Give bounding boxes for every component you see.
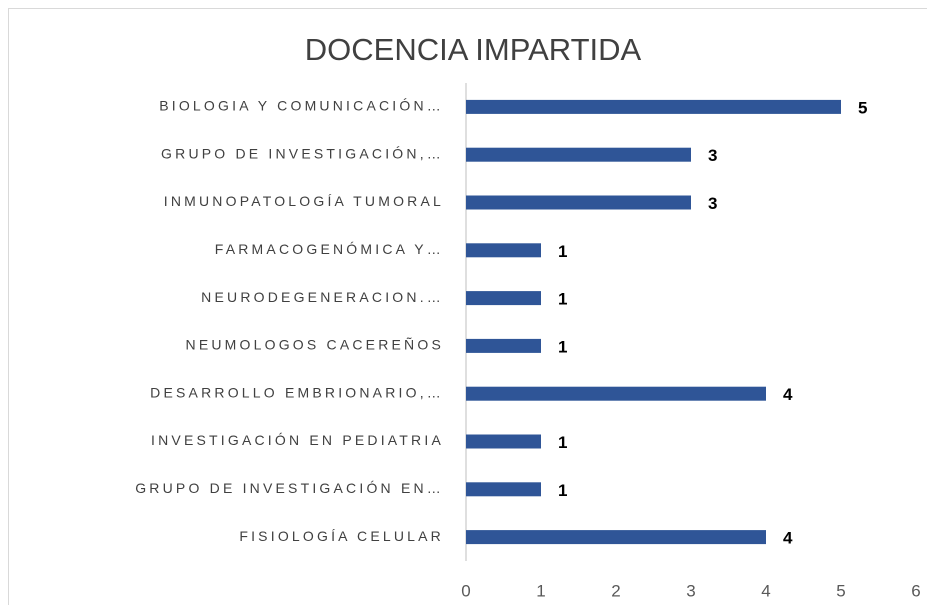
data-label: 1 xyxy=(558,433,567,452)
data-label: 4 xyxy=(783,529,793,548)
bar xyxy=(466,147,691,162)
x-tick-label: 0 xyxy=(461,581,470,600)
bar xyxy=(466,530,766,545)
data-label: 1 xyxy=(558,242,567,261)
y-tick-label: INMUNOPATOLOGÍA TUMORAL xyxy=(164,193,444,209)
data-label: 1 xyxy=(558,290,567,309)
bar xyxy=(466,291,541,306)
y-tick-label: NEUMOLOGOS CACEREÑOS xyxy=(186,337,444,353)
x-tick-label: 1 xyxy=(536,581,545,600)
y-tick-label: BIOLOGIA Y COMUNICACIÓN… xyxy=(159,98,444,114)
x-tick-label: 5 xyxy=(836,581,845,600)
bar xyxy=(466,482,541,497)
y-tick-label: GRUPO DE INVESTIGACIÓN,… xyxy=(161,145,444,161)
data-label: 5 xyxy=(858,98,867,117)
y-tick-label: FARMACOGENÓMICA Y… xyxy=(215,241,444,257)
bar xyxy=(466,434,541,449)
x-tick-label: 3 xyxy=(686,581,695,600)
y-tick-label: GRUPO DE INVESTIGACIÓN EN… xyxy=(135,480,444,496)
y-tick-label: FISIOLOGÍA CELULAR xyxy=(239,528,444,544)
y-tick-label: NEURODEGENERACION.… xyxy=(201,289,444,305)
data-label: 1 xyxy=(558,481,567,500)
chart-title: DOCENCIA IMPARTIDA xyxy=(305,32,642,67)
x-tick-label: 4 xyxy=(761,581,770,600)
bar xyxy=(466,338,541,353)
y-tick-label: INVESTIGACIÓN EN PEDIATRIA xyxy=(151,432,444,448)
data-label: 3 xyxy=(708,194,717,213)
x-tick-label: 2 xyxy=(611,581,620,600)
bar xyxy=(466,99,841,114)
chart-border xyxy=(8,8,927,605)
bar xyxy=(466,386,766,401)
data-label: 4 xyxy=(783,385,793,404)
x-tick-label: 6 xyxy=(911,581,920,600)
data-label: 1 xyxy=(558,337,567,356)
bar xyxy=(466,195,691,210)
y-tick-label: DESARROLLO EMBRIONARIO,… xyxy=(150,384,444,400)
data-label: 3 xyxy=(708,146,717,165)
bar xyxy=(466,243,541,258)
